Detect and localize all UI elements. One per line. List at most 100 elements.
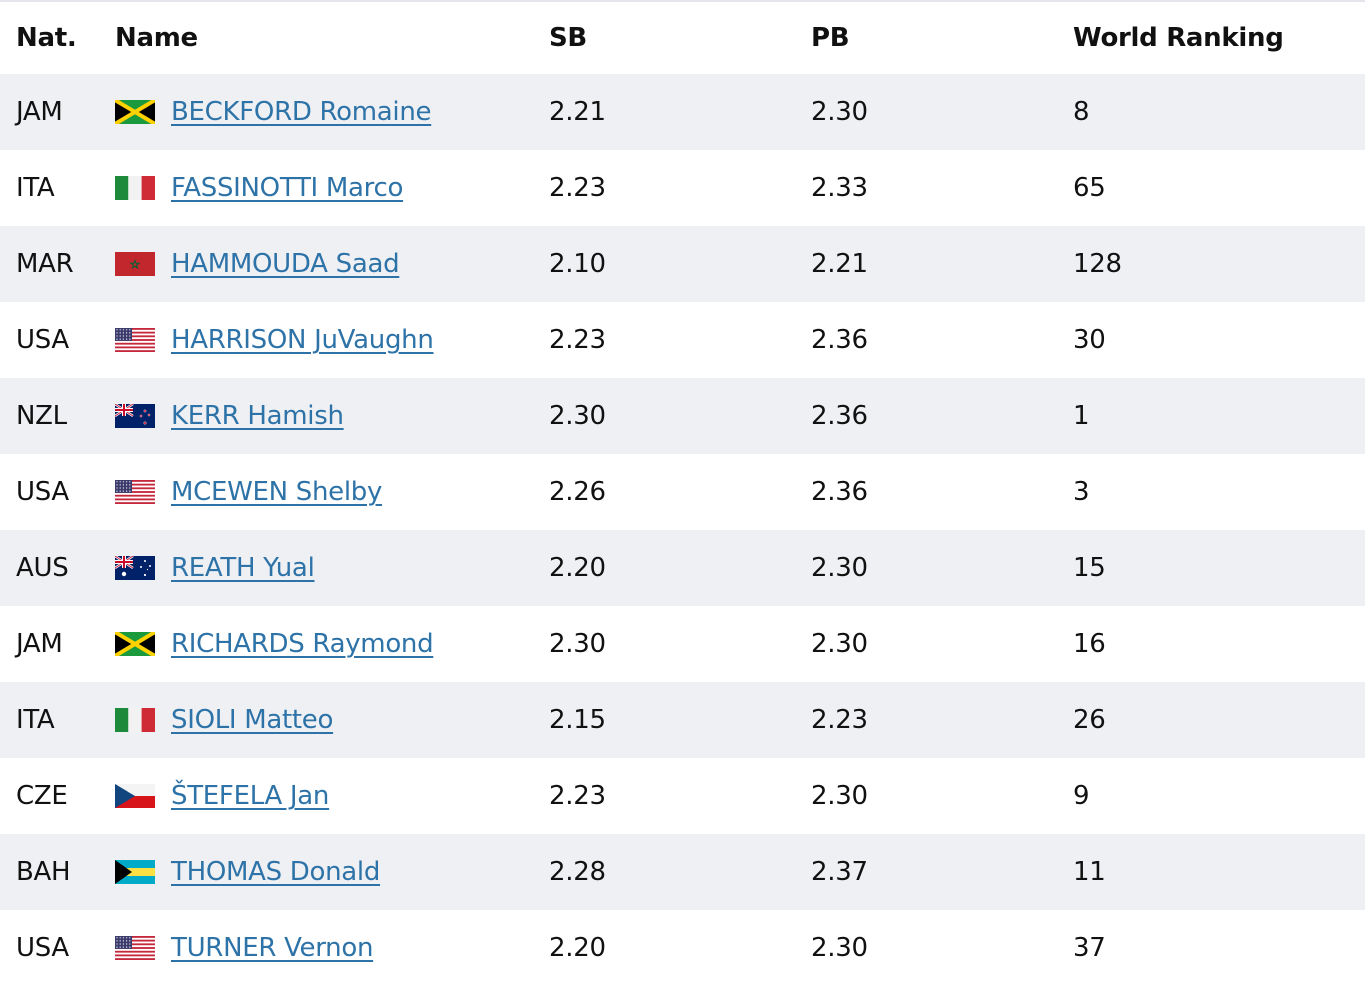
athlete-name-link[interactable]: RICHARDS Raymond [171, 629, 434, 659]
season-best: 2.10 [549, 249, 606, 279]
world-ranking: 30 [1073, 325, 1106, 355]
table-row: AUS REATH Yual 2.20 2.30 15 [0, 530, 1365, 606]
world-ranking: 11 [1073, 857, 1106, 887]
new-zealand-flag-icon [115, 404, 155, 428]
header-nat[interactable]: Nat. [16, 23, 77, 53]
athlete-cell: ŠTEFELA Jan [99, 781, 549, 811]
table-row: MAR HAMMOUDA Saad 2.10 2.21 128 [0, 226, 1365, 302]
personal-best: 2.37 [811, 857, 868, 887]
athlete-name-link[interactable]: KERR Hamish [171, 401, 344, 431]
season-best: 2.21 [549, 97, 606, 127]
jamaica-flag-icon [115, 632, 155, 656]
header-world-ranking[interactable]: World Ranking [1073, 23, 1284, 53]
athlete-cell: REATH Yual [99, 553, 549, 583]
athlete-name-link[interactable]: ŠTEFELA Jan [171, 781, 330, 811]
header-name[interactable]: Name [115, 23, 198, 53]
personal-best: 2.30 [811, 553, 868, 583]
athlete-name-link[interactable]: SIOLI Matteo [171, 705, 334, 735]
nationality-code: JAM [16, 629, 63, 659]
table-row: USA MCEWEN Shelby 2.26 2.36 3 [0, 454, 1365, 530]
usa-flag-icon [115, 480, 155, 504]
personal-best: 2.23 [811, 705, 868, 735]
table-row: NZL KERR Hamish 2.30 2.36 1 [0, 378, 1365, 454]
morocco-flag-icon [115, 252, 155, 276]
usa-flag-icon [115, 328, 155, 352]
world-ranking: 9 [1073, 781, 1090, 811]
athlete-cell: MCEWEN Shelby [99, 477, 549, 507]
personal-best: 2.33 [811, 173, 868, 203]
athlete-name-link[interactable]: TURNER Vernon [171, 933, 374, 963]
athlete-cell: RICHARDS Raymond [99, 629, 549, 659]
table-row: USA TURNER Vernon 2.20 2.30 37 [0, 910, 1365, 986]
athlete-name-link[interactable]: THOMAS Donald [171, 857, 381, 887]
personal-best: 2.36 [811, 477, 868, 507]
world-ranking: 16 [1073, 629, 1106, 659]
nationality-code: CZE [16, 781, 68, 811]
athlete-name-link[interactable]: BECKFORD Romaine [171, 97, 432, 127]
header-pb[interactable]: PB [811, 23, 850, 53]
season-best: 2.23 [549, 325, 606, 355]
table-row: BAH THOMAS Donald 2.28 2.37 11 [0, 834, 1365, 910]
season-best: 2.23 [549, 173, 606, 203]
nationality-code: MAR [16, 249, 74, 279]
table-row: JAM RICHARDS Raymond 2.30 2.30 16 [0, 606, 1365, 682]
nationality-code: BAH [16, 857, 71, 887]
nationality-code: AUS [16, 553, 69, 583]
season-best: 2.23 [549, 781, 606, 811]
personal-best: 2.36 [811, 325, 868, 355]
header-sb[interactable]: SB [549, 23, 587, 53]
season-best: 2.20 [549, 553, 606, 583]
table-row: ITA SIOLI Matteo 2.15 2.23 26 [0, 682, 1365, 758]
table-row: ITA FASSINOTTI Marco 2.23 2.33 65 [0, 150, 1365, 226]
czech-flag-icon [115, 784, 155, 808]
season-best: 2.30 [549, 401, 606, 431]
nationality-code: USA [16, 325, 69, 355]
athlete-name-link[interactable]: MCEWEN Shelby [171, 477, 383, 507]
personal-best: 2.21 [811, 249, 868, 279]
nationality-code: JAM [16, 97, 63, 127]
world-ranking: 15 [1073, 553, 1106, 583]
australia-flag-icon [115, 556, 155, 580]
nationality-code: ITA [16, 173, 55, 203]
athlete-cell: TURNER Vernon [99, 933, 549, 963]
bahamas-flag-icon [115, 860, 155, 884]
world-ranking: 37 [1073, 933, 1106, 963]
athlete-name-link[interactable]: HARRISON JuVaughn [171, 325, 434, 355]
world-ranking: 1 [1073, 401, 1090, 431]
nationality-code: NZL [16, 401, 67, 431]
season-best: 2.28 [549, 857, 606, 887]
world-ranking: 26 [1073, 705, 1106, 735]
nationality-code: ITA [16, 705, 55, 735]
table-row: CZE ŠTEFELA Jan 2.23 2.30 9 [0, 758, 1365, 834]
athlete-cell: THOMAS Donald [99, 857, 549, 887]
athlete-cell: SIOLI Matteo [99, 705, 549, 735]
season-best: 2.15 [549, 705, 606, 735]
italy-flag-icon [115, 176, 155, 200]
personal-best: 2.30 [811, 781, 868, 811]
table-body: JAM BECKFORD Romaine 2.21 2.30 8 ITA FASSINOTT… [0, 74, 1365, 986]
personal-best: 2.36 [811, 401, 868, 431]
personal-best: 2.30 [811, 629, 868, 659]
table-row: USA HARRISON JuVaughn 2.23 2.36 30 [0, 302, 1365, 378]
athlete-cell: HARRISON JuVaughn [99, 325, 549, 355]
nationality-code: USA [16, 477, 69, 507]
season-best: 2.26 [549, 477, 606, 507]
season-best: 2.30 [549, 629, 606, 659]
athlete-cell: KERR Hamish [99, 401, 549, 431]
athlete-name-link[interactable]: HAMMOUDA Saad [171, 249, 400, 279]
athlete-cell: BECKFORD Romaine [99, 97, 549, 127]
athlete-name-link[interactable]: FASSINOTTI Marco [171, 173, 404, 203]
table-header-row: Nat. Name SB PB World Ranking [0, 2, 1365, 74]
athlete-cell: HAMMOUDA Saad [99, 249, 549, 279]
personal-best: 2.30 [811, 97, 868, 127]
personal-best: 2.30 [811, 933, 868, 963]
world-ranking: 65 [1073, 173, 1106, 203]
italy-flag-icon [115, 708, 155, 732]
athlete-name-link[interactable]: REATH Yual [171, 553, 315, 583]
world-ranking: 3 [1073, 477, 1090, 507]
usa-flag-icon [115, 936, 155, 960]
jamaica-flag-icon [115, 100, 155, 124]
world-ranking: 128 [1073, 249, 1122, 279]
athlete-cell: FASSINOTTI Marco [99, 173, 549, 203]
